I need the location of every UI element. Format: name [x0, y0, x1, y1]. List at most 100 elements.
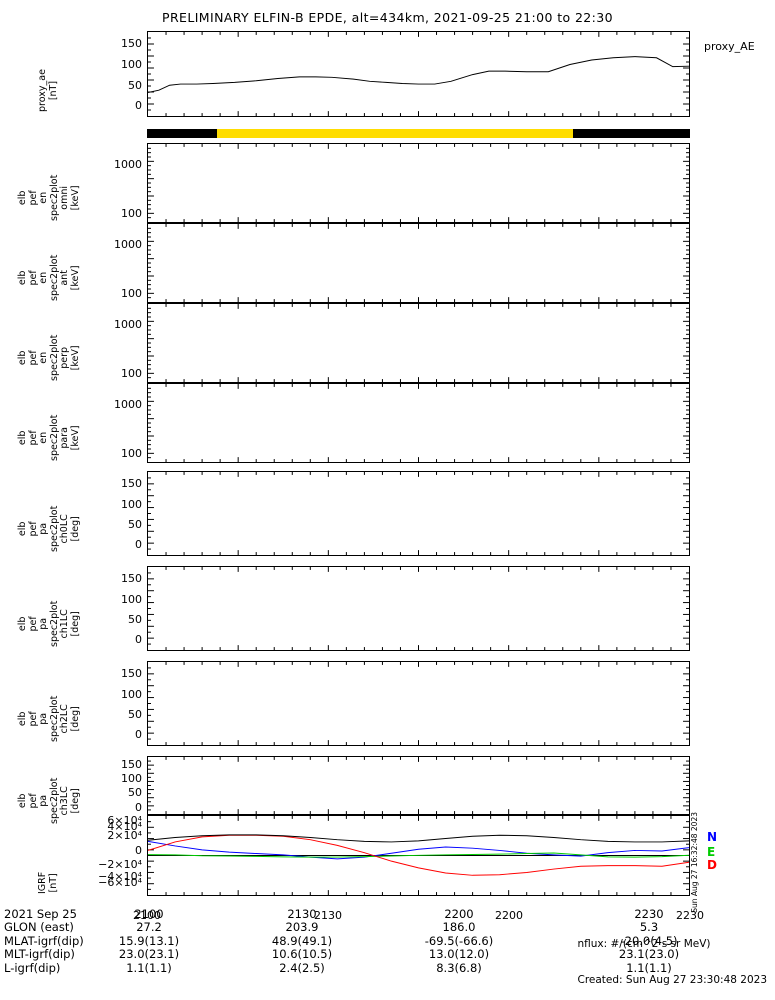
ytick-en-perp-0: 1000	[114, 318, 142, 331]
panel-pa-ch3lc	[147, 756, 690, 815]
table-cell: 203.9	[285, 920, 319, 935]
ytick-pa-ch0lc-0: 150	[121, 477, 142, 491]
panel-canvas	[148, 32, 689, 116]
axis-title-line: para	[59, 427, 70, 449]
axis-title-line: [nT]	[47, 872, 59, 893]
xtick-2200: 2200	[495, 909, 523, 922]
ytick-pa-ch0lc-2: 50	[128, 517, 142, 531]
proxy-ae-series-label: proxy_AE	[704, 40, 755, 53]
table-row-label: 2021 Sep 25	[4, 907, 77, 921]
axis-title-line: elb	[17, 521, 28, 536]
data-coverage-highlight	[217, 129, 573, 138]
axis-title-proxy-ae: proxy_ae [nT]	[37, 69, 59, 112]
table-row-label: MLT-igrf(dip)	[4, 947, 75, 962]
ytick-en-omni-0: 1000	[114, 158, 142, 171]
axis-title-en-para: elb pef en spec2plot para [keV]	[17, 415, 81, 461]
table-cell: 2.4(2.5)	[279, 960, 325, 975]
ytick-igrf-2: 2×10⁴	[107, 828, 142, 842]
axis-title-line: elb	[17, 711, 28, 726]
ytick-igrf-1: 4×10⁴	[107, 819, 142, 833]
axis-title-line: elb	[17, 793, 28, 808]
table-cell: 5.3	[639, 920, 659, 935]
axis-title-line: perp	[59, 346, 70, 369]
legend-item-n: N	[707, 830, 718, 844]
table-cell: 1.1(1.1)	[626, 960, 672, 975]
ytick-pa-ch0lc-3: 0	[135, 538, 142, 552]
table-cell: 23.0(23.1)	[118, 947, 180, 962]
ytick-pa-ch2lc-0: 150	[121, 667, 142, 681]
panel-igrf	[147, 815, 690, 896]
table-cell: 48.9(49.1)	[271, 933, 333, 948]
panel-pa-ch2lc	[147, 661, 690, 746]
table-cell: 2230	[634, 907, 664, 921]
ytick-en-omni-1: 100	[121, 206, 142, 220]
axis-title-line: [deg]	[69, 705, 81, 732]
axis-title-line: elb	[17, 270, 28, 286]
ytick-pa-ch1lc-2: 50	[128, 612, 142, 626]
axis-title-line: pa	[38, 794, 49, 807]
ytick-proxy-ae-3: 0	[135, 99, 142, 113]
panel-canvas	[148, 816, 689, 895]
panel-en-ant	[147, 223, 690, 303]
table-cell: 8.3(6.8)	[436, 960, 482, 975]
ytick-igrf-4: −2×10⁴	[98, 858, 142, 872]
axis-title-line: [deg]	[69, 787, 81, 814]
axis-title-line: pa	[38, 522, 49, 535]
axis-title-line: ch2LC	[59, 703, 70, 733]
ytick-pa-ch3lc-2: 50	[128, 786, 142, 800]
axis-title-line: [keV]	[69, 265, 81, 291]
axis-title-line: ch3LC	[59, 785, 70, 815]
axis-title-line: elb	[17, 350, 28, 366]
panel-canvas	[148, 662, 689, 745]
table-cell: 23.1(23.0)	[618, 947, 680, 962]
table-cell: 2100	[134, 907, 164, 921]
table-row: MLAT-igrf(dip) 15.9(13.1) 48.9(49.1) -69.5(…	[4, 933, 774, 948]
trace-f	[148, 834, 689, 843]
table-cell: 186.0	[442, 920, 476, 935]
ytick-en-para-1: 100	[121, 446, 142, 460]
ytick-igrf-0: 6×10⁴	[107, 814, 142, 828]
ytick-pa-ch2lc-1: 100	[121, 687, 142, 701]
panel-canvas	[148, 224, 689, 302]
panel-canvas	[148, 144, 689, 222]
table-row: 2021 Sep 25 2100 2130 2200 2230	[4, 907, 774, 921]
axis-title-line: proxy_ae	[37, 69, 48, 112]
table-row: GLON (east) 27.2 203.9 186.0 5.3	[4, 920, 774, 935]
axis-title-line: ch0LC	[59, 513, 70, 543]
axis-title-line: [deg]	[69, 610, 81, 637]
table-row-label: GLON (east)	[4, 920, 74, 935]
footer-units: nflux: #/(cm^2 s sr MeV)	[577, 938, 711, 950]
axis-title-line: [keV]	[69, 425, 81, 451]
ytick-pa-ch2lc-3: 0	[135, 728, 142, 742]
axis-title-line: en	[38, 271, 49, 284]
table-row: L-igrf(dip) 1.1(1.1) 2.4(2.5) 8.3(6.8) 1.1(1…	[4, 960, 774, 975]
axis-title-pa-ch2lc: elb pef pa spec2plot ch2LC [deg]	[17, 695, 81, 741]
axis-title-line: IGRF	[37, 871, 48, 894]
ytick-pa-ch3lc-0: 150	[121, 758, 142, 772]
panel-canvas	[148, 384, 689, 462]
ytick-en-para-0: 1000	[114, 398, 142, 411]
ytick-en-ant-1: 100	[121, 286, 142, 300]
panel-canvas	[148, 567, 689, 650]
ytick-pa-ch3lc-3: 0	[135, 800, 142, 814]
axis-title-line: en	[38, 191, 49, 204]
panel-en-omni	[147, 143, 690, 223]
ephemeris-table: 2021 Sep 25 2100 2130 2200 2230 GLON (east) 27…	[4, 907, 774, 975]
axis-title-igrf: IGRF [nT]	[37, 871, 59, 894]
axis-title-line: pa	[38, 712, 49, 725]
panel-pa-ch1lc	[147, 566, 690, 651]
trace-n	[148, 840, 689, 860]
table-cell: 15.9(13.1)	[118, 933, 180, 948]
data-coverage-bar	[147, 129, 690, 138]
ytick-proxy-ae-1: 100	[121, 57, 142, 71]
ytick-proxy-ae-2: 50	[128, 78, 142, 92]
ytick-igrf-6: −6×10⁴	[98, 876, 142, 890]
legend-item-d: D	[707, 858, 717, 872]
axis-title-line: ch1LC	[59, 608, 70, 638]
table-row: MLT-igrf(dip) 23.0(23.1) 10.6(10.5) 13.0(12…	[4, 947, 774, 962]
panel-canvas	[148, 304, 689, 382]
panel-en-perp	[147, 303, 690, 383]
footer-notes: nflux: #/(cm^2 s sr MeV) Created: Sun Au…	[578, 914, 768, 998]
axis-title-pa-ch1lc: elb pef pa spec2plot ch1LC [deg]	[17, 600, 81, 646]
ytick-pa-ch3lc-1: 100	[121, 772, 142, 786]
